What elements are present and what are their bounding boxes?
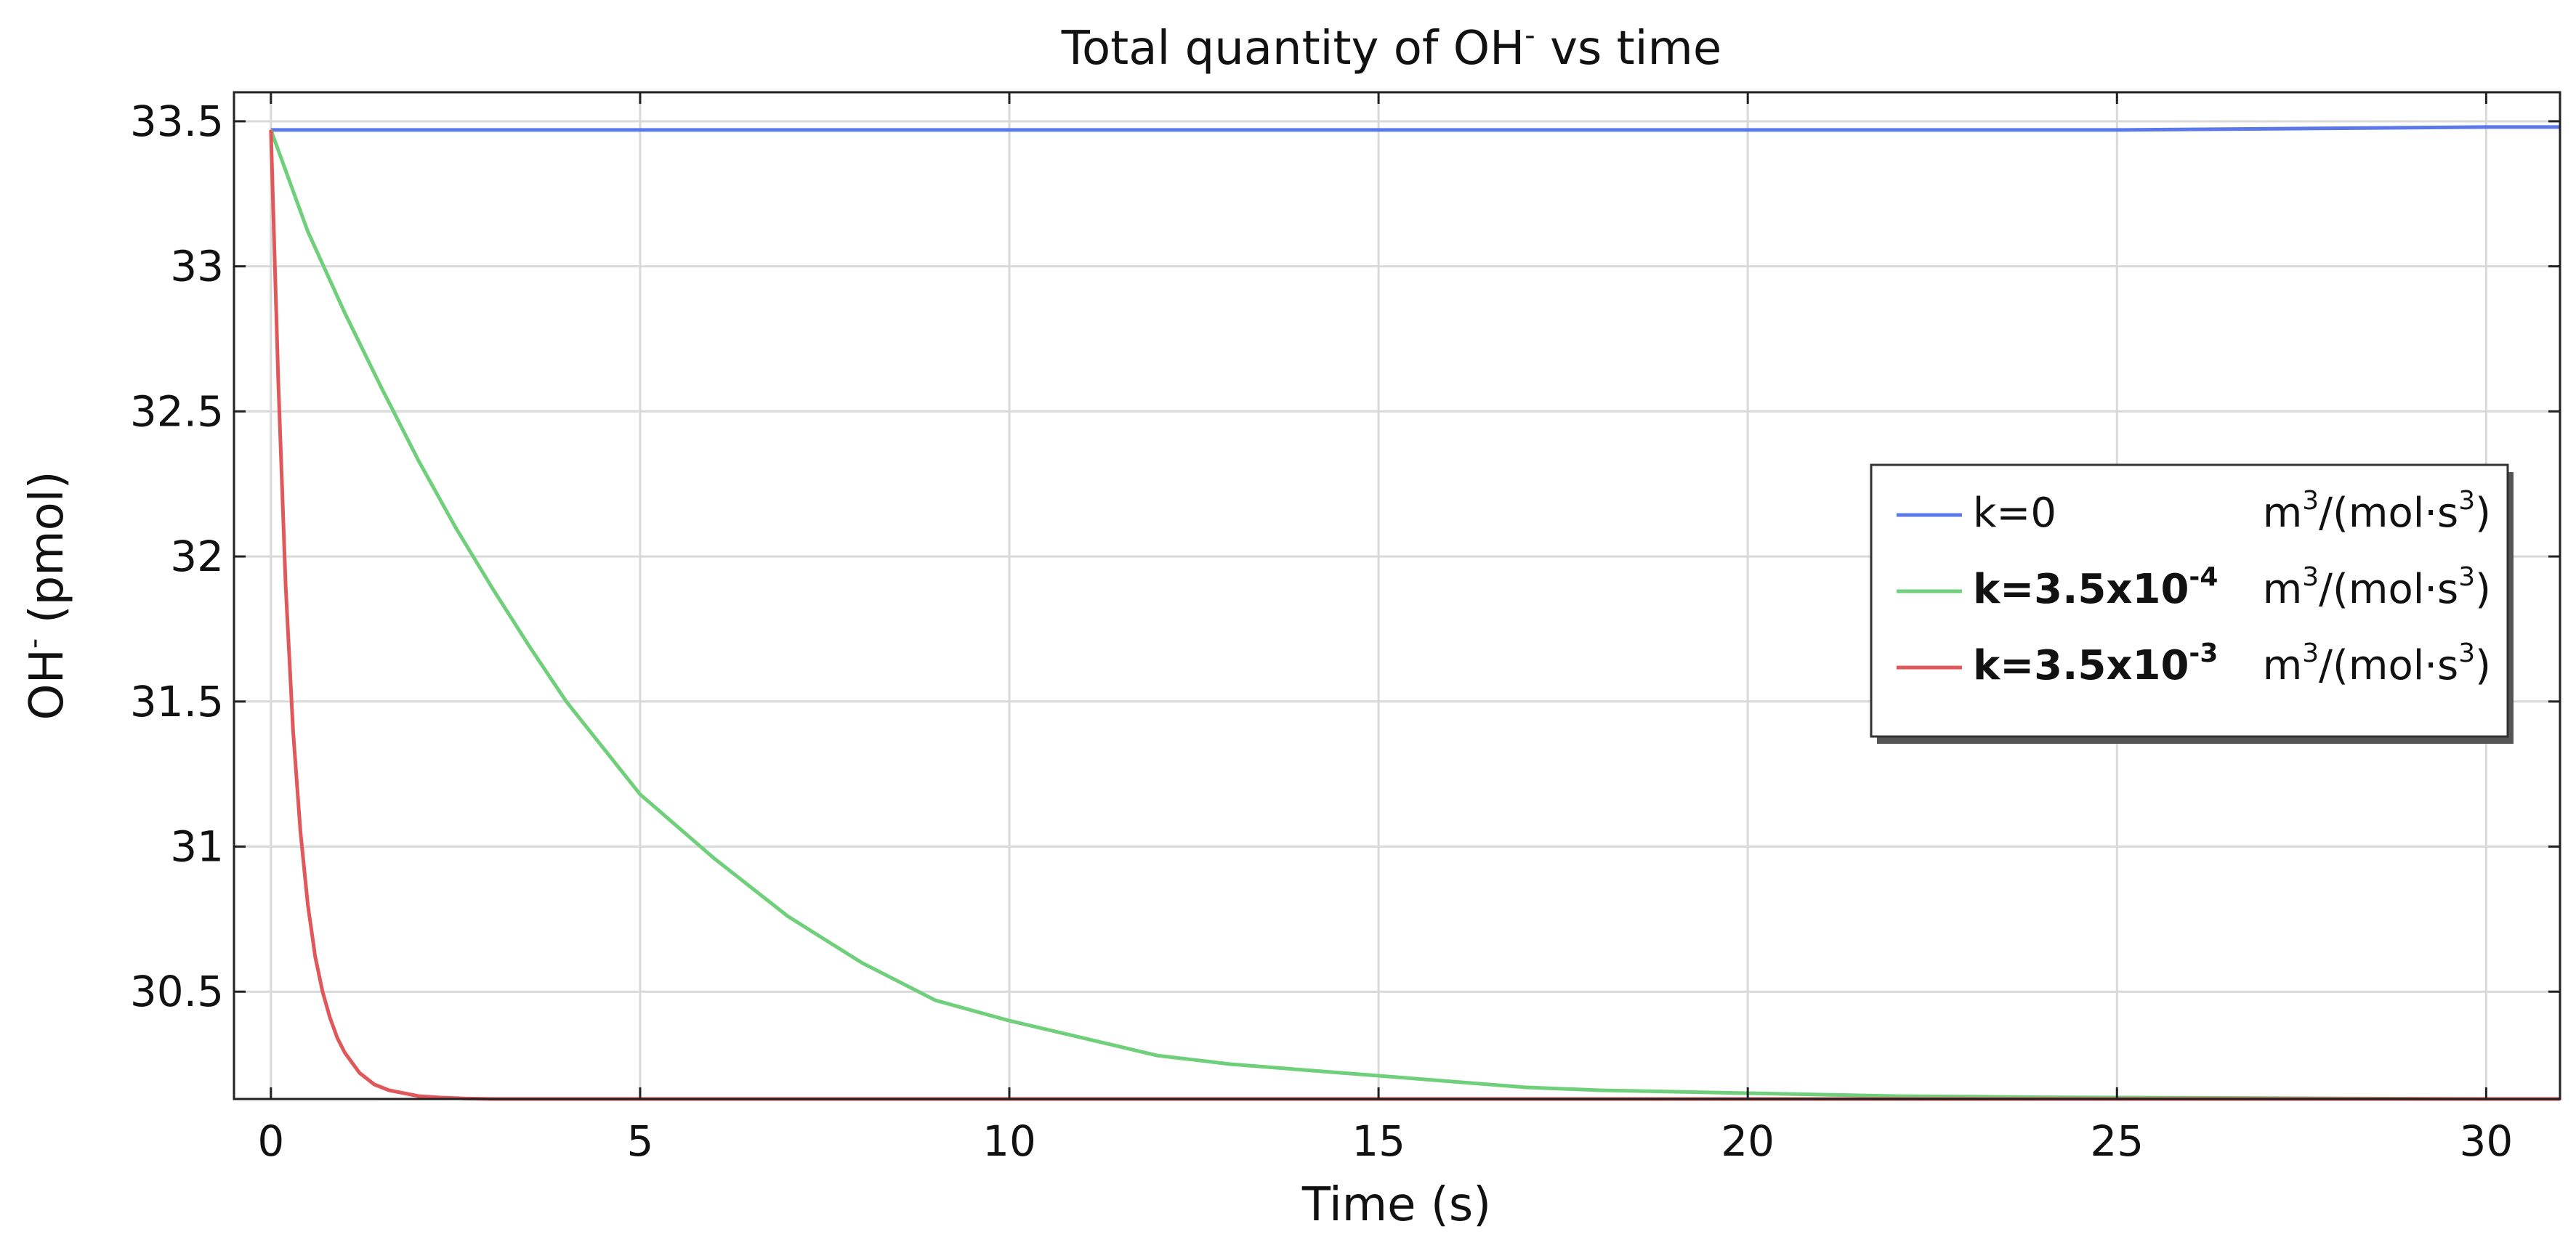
legend-label-1: k=0 xyxy=(1973,490,2056,537)
y-axis-label: OH- (pmol) xyxy=(17,471,74,720)
chart-title: Total quantity of OH- vs time xyxy=(1061,19,1721,76)
y-tick-label: 32 xyxy=(170,532,224,581)
plot-frame xyxy=(233,91,2561,1100)
legend-unit-2: m3/(mol·s3) xyxy=(2263,562,2491,613)
y-axis-label-tail: (pmol) xyxy=(20,471,74,638)
y-tick-label: 31 xyxy=(170,822,224,872)
chart-title-tail: vs time xyxy=(1535,22,1722,76)
y-ticks: 30.5 31 31.5 32 32.5 33 33.5 xyxy=(130,97,2560,1016)
y-tick-label: 31.5 xyxy=(130,677,224,726)
legend-unit-1: m3/(mol·s3) xyxy=(2263,486,2491,537)
chart-title-sup: - xyxy=(1525,19,1535,52)
x-tick-label: 25 xyxy=(2090,1116,2144,1166)
y-tick-label: 30.5 xyxy=(130,967,224,1016)
x-tick-label: 0 xyxy=(257,1116,284,1166)
legend-unit-3: m3/(mol·s3) xyxy=(2263,638,2491,689)
x-tick-label: 5 xyxy=(626,1116,653,1166)
chart-title-main: Total quantity of OH xyxy=(1061,22,1525,76)
y-axis-label-main: OH xyxy=(20,649,74,721)
y-axis-label-sup: - xyxy=(17,638,51,649)
legend-items: k=0 m3/(mol·s3) k=3.5x10-4 m3/(mol·s3) k=3.5… xyxy=(1897,486,2491,689)
legend-label-2: k=3.5x10-4 xyxy=(1973,562,2218,613)
x-axis-label: Time (s) xyxy=(1301,1178,1491,1232)
y-tick-label: 33 xyxy=(170,242,224,291)
x-tick-label: 10 xyxy=(982,1116,1036,1166)
x-ticks: 0 5 10 15 20 25 30 xyxy=(257,92,2513,1166)
x-tick-label: 20 xyxy=(1721,1116,1774,1166)
x-tick-label: 15 xyxy=(1352,1116,1405,1166)
y-tick-label: 32.5 xyxy=(130,386,224,436)
legend-label-3: k=3.5x10-3 xyxy=(1973,638,2218,689)
legend: k=0 m3/(mol·s3) k=3.5x10-4 m3/(mol·s3) k=3.5… xyxy=(1870,463,2514,744)
y-tick-label: 33.5 xyxy=(130,97,224,146)
series-line-1 xyxy=(270,125,2560,132)
x-tick-label: 30 xyxy=(2459,1116,2513,1166)
legend-box xyxy=(1870,463,2509,738)
